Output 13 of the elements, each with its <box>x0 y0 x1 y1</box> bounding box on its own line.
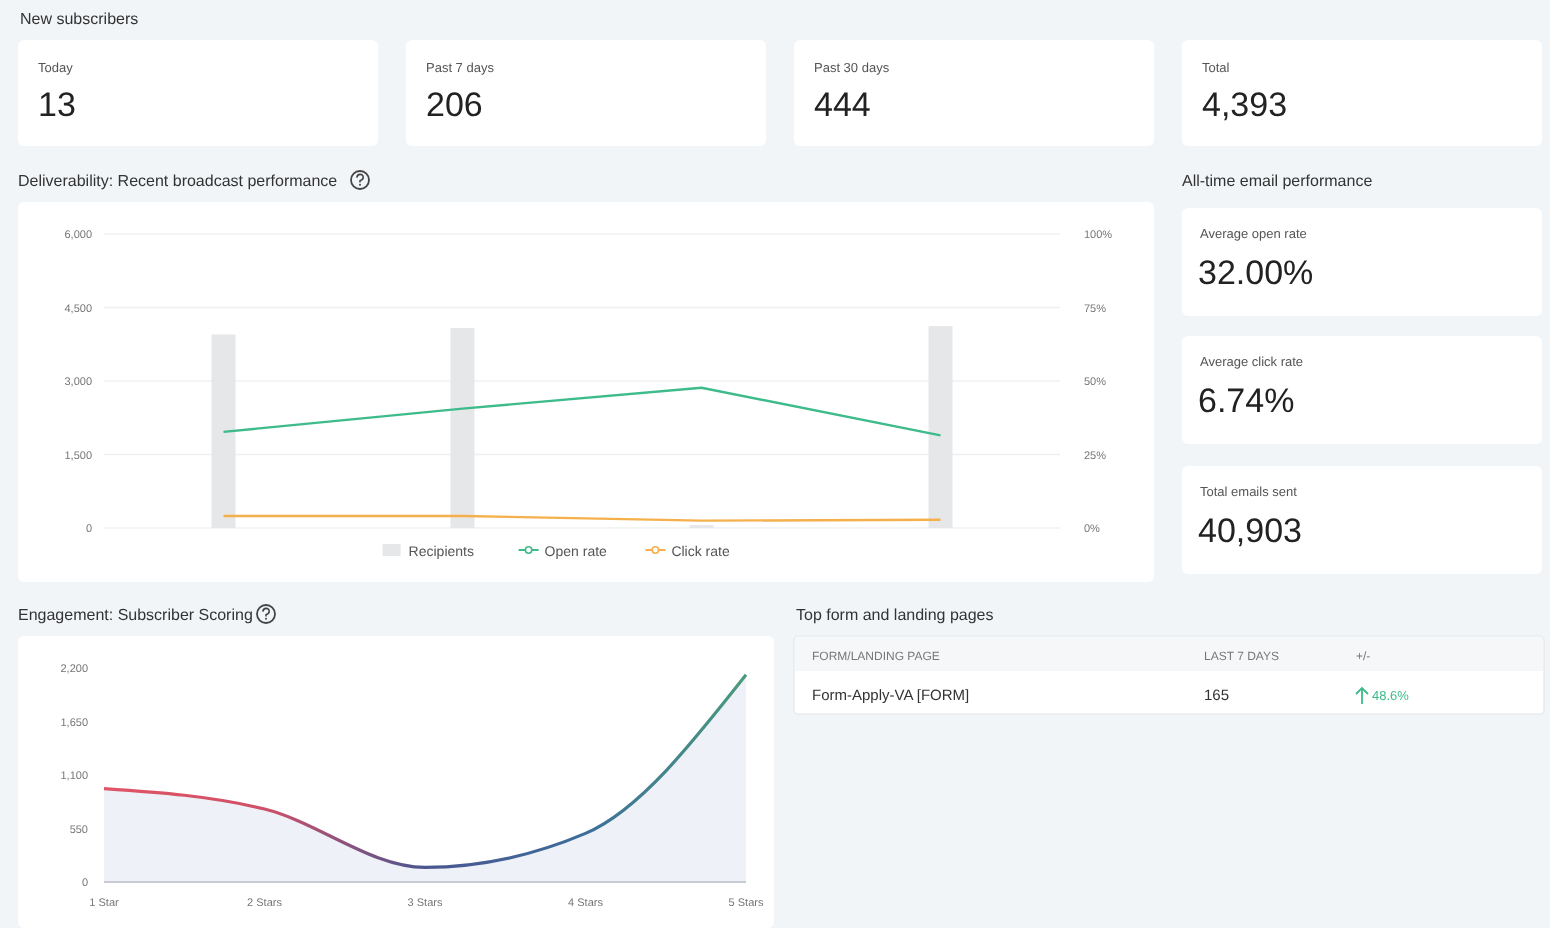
data-label: 4,393 <box>1202 86 1288 124</box>
text: All-time email performance <box>1182 172 1374 190</box>
data-label: 32.00% <box>1198 254 1314 292</box>
data-label: 40,903 <box>1198 512 1302 550</box>
data-label: 13 <box>38 86 76 124</box>
line-series <box>222 386 942 437</box>
chart-title: Deliverability: Recent broadcast performance <box>18 172 339 190</box>
data-label: 6.74% <box>1198 382 1295 420</box>
data-label: 444 <box>814 86 871 124</box>
text: Top form and landing pages <box>796 606 994 624</box>
text: New subscribers <box>20 10 139 28</box>
chart-title: Engagement: Subscriber Scoring <box>18 606 253 624</box>
data-label: 206 <box>426 86 483 124</box>
